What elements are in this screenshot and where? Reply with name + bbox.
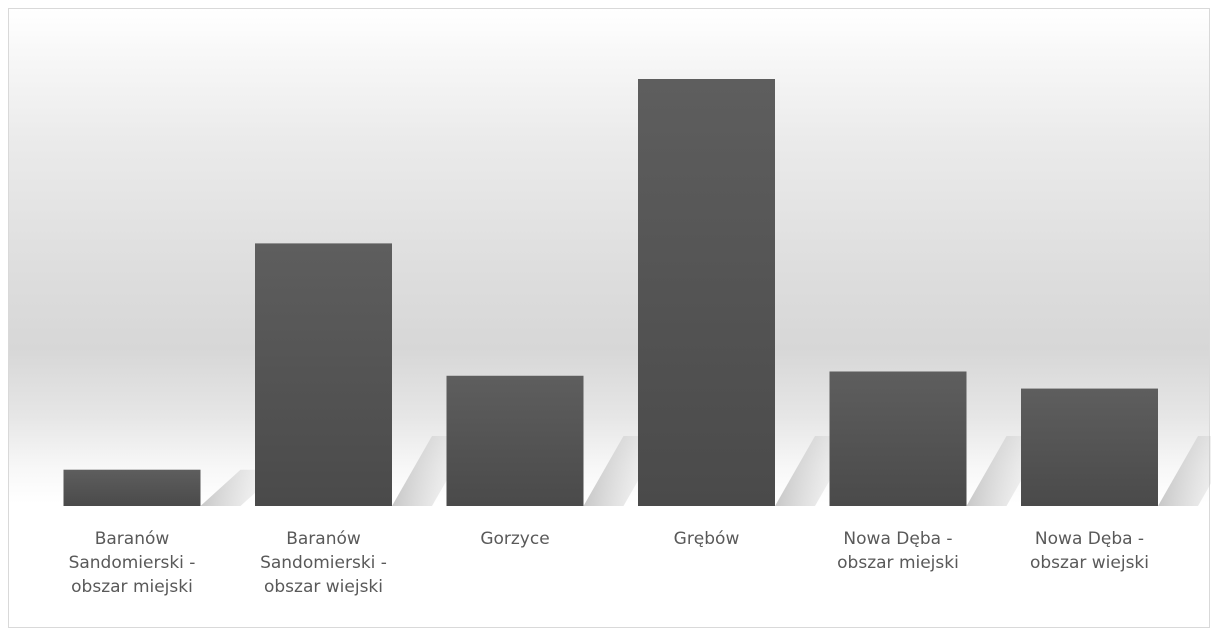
category-label-line: obszar wiejski <box>1005 551 1175 575</box>
bar <box>64 470 201 506</box>
category-label-line: obszar wiejski <box>239 575 409 599</box>
category-label-line: Grębów <box>622 527 792 551</box>
category-label-line: Nowa Dęba - <box>1005 527 1175 551</box>
category-label-line: Gorzyce <box>430 527 600 551</box>
category-label-line: Baranów <box>47 527 217 551</box>
category-label-line: Sandomierski - <box>239 551 409 575</box>
bars <box>64 79 1159 506</box>
bar <box>255 243 392 506</box>
category-label-line: Nowa Dęba - <box>813 527 983 551</box>
category-label: Nowa Dęba -obszar wiejski <box>1005 527 1175 575</box>
bar <box>447 376 584 506</box>
category-label-line: Sandomierski - <box>47 551 217 575</box>
bar <box>638 79 775 506</box>
category-label: Grębów <box>622 527 792 551</box>
category-label-line: obszar miejski <box>813 551 983 575</box>
category-label-line: obszar miejski <box>47 575 217 599</box>
category-label: Nowa Dęba -obszar miejski <box>813 527 983 575</box>
bar-shadow <box>1158 436 1211 506</box>
bar <box>1021 389 1158 506</box>
bar <box>830 371 967 506</box>
category-label-line: Baranów <box>239 527 409 551</box>
category-label: Gorzyce <box>430 527 600 551</box>
